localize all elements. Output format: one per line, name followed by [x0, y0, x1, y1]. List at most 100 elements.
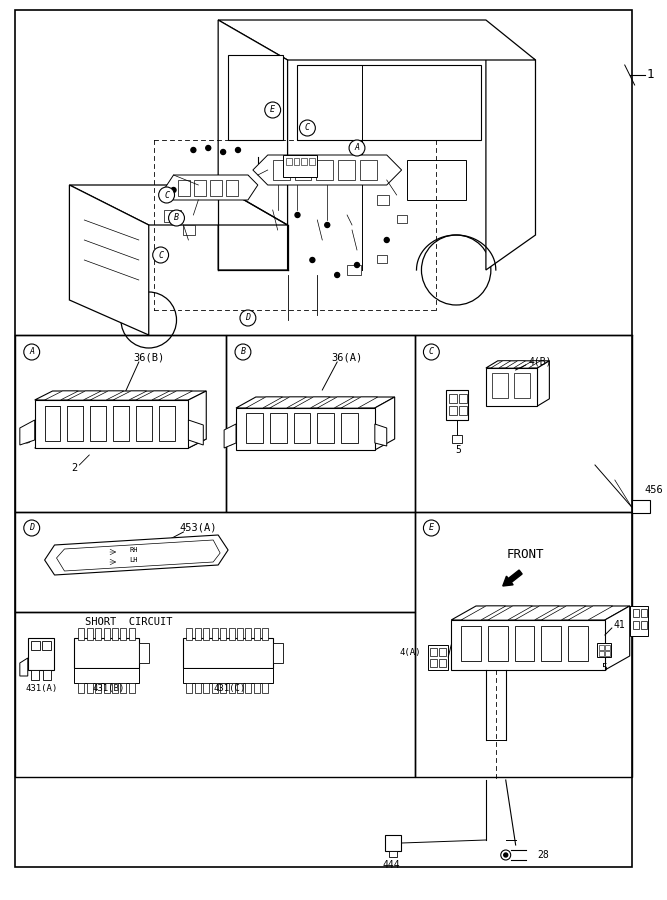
Text: A: A	[354, 143, 360, 152]
Bar	[309, 158, 315, 165]
Text: 453(A): 453(A)	[179, 523, 217, 533]
Circle shape	[24, 344, 39, 360]
Circle shape	[295, 212, 300, 218]
Bar	[317, 413, 334, 443]
Bar	[183, 225, 195, 235]
Bar	[488, 626, 508, 661]
Bar	[220, 628, 226, 640]
Circle shape	[299, 120, 315, 136]
Polygon shape	[113, 391, 147, 400]
Bar	[129, 683, 135, 693]
Bar	[459, 394, 467, 403]
Polygon shape	[90, 391, 124, 400]
Circle shape	[240, 310, 256, 326]
Text: 456: 456	[644, 485, 663, 495]
Bar	[273, 160, 289, 180]
Bar	[632, 500, 650, 513]
Circle shape	[310, 257, 315, 263]
Text: 5: 5	[601, 663, 607, 673]
Bar	[183, 668, 273, 683]
Text: 431(A): 431(A)	[25, 683, 58, 692]
Bar	[245, 628, 251, 640]
Polygon shape	[136, 391, 169, 400]
Circle shape	[335, 273, 340, 277]
Bar	[139, 643, 149, 663]
Bar	[514, 373, 530, 398]
Circle shape	[265, 102, 281, 118]
Bar	[451, 620, 605, 670]
Bar	[226, 180, 238, 196]
Circle shape	[504, 853, 508, 857]
Bar	[159, 406, 175, 441]
Text: E: E	[429, 524, 434, 533]
Circle shape	[235, 344, 251, 360]
Polygon shape	[486, 361, 550, 368]
Bar	[262, 628, 268, 640]
Bar	[449, 394, 457, 403]
Bar	[630, 606, 648, 636]
Polygon shape	[269, 397, 306, 408]
Text: LH: LH	[129, 557, 138, 563]
Text: D: D	[245, 313, 250, 322]
Bar	[449, 406, 457, 415]
Circle shape	[349, 140, 365, 156]
Bar	[31, 670, 39, 680]
Text: RH: RH	[129, 547, 138, 553]
Polygon shape	[341, 397, 378, 408]
Polygon shape	[515, 606, 560, 620]
Polygon shape	[218, 20, 287, 270]
Bar	[360, 160, 377, 180]
Polygon shape	[67, 391, 101, 400]
Bar	[31, 641, 39, 650]
Bar	[599, 645, 604, 650]
Polygon shape	[486, 30, 536, 270]
Circle shape	[191, 148, 196, 152]
Bar	[210, 180, 222, 196]
Bar	[15, 335, 226, 512]
Text: C: C	[305, 123, 310, 132]
Bar	[237, 683, 243, 693]
Text: 4(B): 4(B)	[529, 357, 552, 367]
Bar	[67, 406, 83, 441]
Bar	[103, 628, 109, 640]
Polygon shape	[293, 397, 330, 408]
Polygon shape	[69, 185, 287, 225]
Bar	[254, 628, 260, 640]
Text: FRONT: FRONT	[507, 548, 544, 562]
FancyArrow shape	[503, 570, 522, 586]
Bar	[15, 512, 414, 612]
Bar	[440, 659, 446, 667]
Bar	[226, 335, 414, 512]
Text: 4(A): 4(A)	[400, 647, 422, 656]
Polygon shape	[57, 540, 220, 571]
Polygon shape	[253, 155, 402, 185]
Bar	[568, 626, 588, 661]
Polygon shape	[159, 391, 192, 400]
Bar	[187, 628, 192, 640]
Bar	[187, 683, 192, 693]
Polygon shape	[538, 361, 550, 406]
Circle shape	[424, 344, 440, 360]
Bar	[599, 651, 604, 656]
Circle shape	[171, 187, 176, 193]
Bar	[203, 683, 209, 693]
Bar	[78, 683, 84, 693]
Bar	[389, 851, 397, 857]
Bar	[41, 641, 51, 650]
Text: 2: 2	[71, 463, 77, 473]
Text: D: D	[29, 524, 34, 533]
Polygon shape	[228, 55, 283, 140]
Text: 431(C): 431(C)	[214, 683, 246, 692]
Polygon shape	[506, 361, 526, 368]
Circle shape	[221, 149, 225, 155]
Polygon shape	[375, 397, 395, 450]
Text: 431(B): 431(B)	[93, 683, 125, 692]
Bar	[492, 373, 508, 398]
Polygon shape	[568, 606, 613, 620]
Text: 5: 5	[455, 445, 461, 455]
Text: SHORT  CIRCUIT: SHORT CIRCUIT	[85, 617, 173, 627]
Bar	[87, 628, 93, 640]
Polygon shape	[317, 397, 354, 408]
Bar	[273, 643, 283, 663]
Bar	[341, 413, 358, 443]
